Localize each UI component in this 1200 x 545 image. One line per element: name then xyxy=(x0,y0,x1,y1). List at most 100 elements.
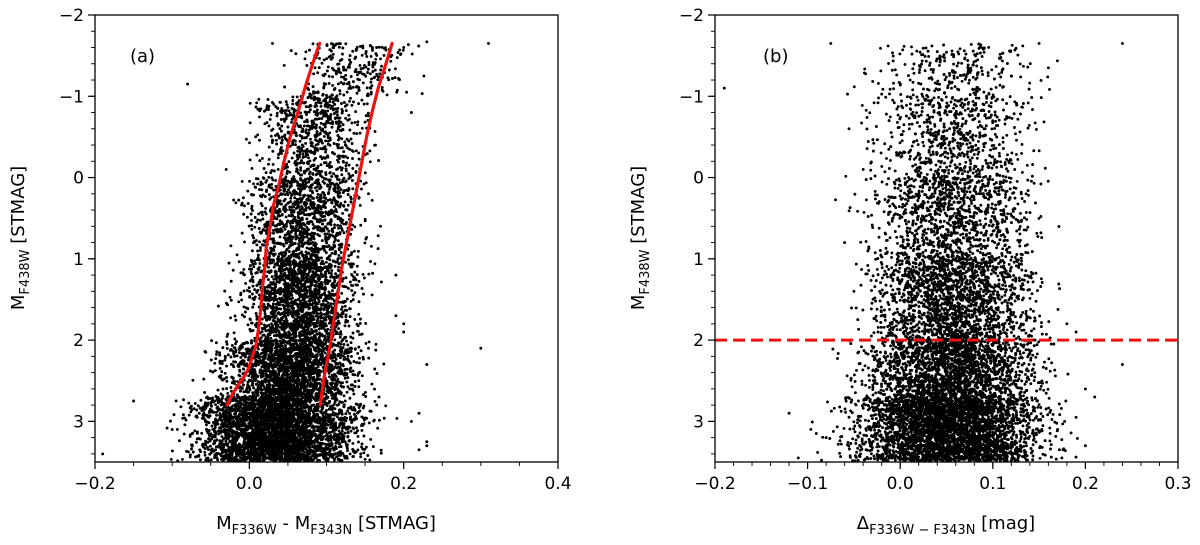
data-point xyxy=(248,295,252,298)
data-point xyxy=(330,233,334,237)
data-point xyxy=(251,275,255,279)
data-point xyxy=(339,245,343,249)
data-point xyxy=(325,69,329,73)
data-point xyxy=(323,181,326,185)
data-point xyxy=(350,103,354,107)
data-point xyxy=(229,355,233,359)
data-point xyxy=(332,88,336,92)
data-point xyxy=(258,115,261,119)
data-point xyxy=(318,382,322,385)
data-point xyxy=(341,154,345,158)
data-point xyxy=(280,212,284,216)
data-point xyxy=(339,314,343,318)
data-point xyxy=(290,275,294,279)
data-point xyxy=(308,48,311,52)
data-point xyxy=(363,171,367,175)
data-point xyxy=(226,303,230,307)
data-point xyxy=(266,296,270,300)
data-point xyxy=(320,117,324,120)
data-point xyxy=(319,111,323,115)
data-point xyxy=(358,203,362,207)
data-point xyxy=(355,132,359,136)
data-point xyxy=(370,293,374,297)
data-point xyxy=(319,196,323,200)
data-point xyxy=(251,280,255,284)
data-point xyxy=(342,231,346,235)
data-point xyxy=(263,339,267,343)
data-point xyxy=(383,46,387,50)
data-point xyxy=(312,91,316,95)
data-point xyxy=(356,329,360,333)
data-point xyxy=(318,334,322,338)
data-point xyxy=(290,120,293,124)
data-point xyxy=(237,351,241,355)
data-point xyxy=(284,251,288,255)
data-point xyxy=(298,268,301,272)
data-point xyxy=(344,208,348,212)
data-point xyxy=(269,113,273,117)
data-point xyxy=(303,259,307,263)
data-point xyxy=(257,258,261,262)
data-point xyxy=(291,235,295,239)
data-point xyxy=(315,253,319,257)
data-point xyxy=(327,244,331,248)
data-point xyxy=(283,111,287,115)
data-point xyxy=(292,113,296,117)
data-point xyxy=(296,327,300,331)
data-point xyxy=(330,175,334,178)
data-point xyxy=(322,199,326,203)
data-point xyxy=(231,268,235,272)
data-point xyxy=(368,86,372,90)
data-point xyxy=(306,325,310,329)
data-point xyxy=(315,185,319,189)
data-point xyxy=(322,195,326,199)
data-point xyxy=(336,134,340,137)
data-point xyxy=(327,254,331,258)
data-point xyxy=(342,189,346,193)
data-point xyxy=(352,392,356,396)
data-point xyxy=(293,196,297,200)
data-point xyxy=(267,185,271,188)
data-point xyxy=(289,181,293,184)
data-point xyxy=(344,68,348,72)
data-point xyxy=(313,212,316,216)
data-point xyxy=(225,364,228,368)
data-point xyxy=(338,335,342,339)
data-point xyxy=(254,135,258,139)
data-point xyxy=(367,192,370,196)
data-point xyxy=(387,68,391,72)
data-point xyxy=(354,149,358,153)
data-point xyxy=(308,213,312,217)
data-point xyxy=(334,393,337,397)
data-point xyxy=(353,276,357,280)
data-point xyxy=(291,99,295,102)
data-point xyxy=(225,342,229,346)
data-point xyxy=(342,66,346,70)
data-point xyxy=(321,211,325,215)
data-point xyxy=(351,383,354,387)
data-point xyxy=(253,225,257,229)
data-point xyxy=(258,240,261,244)
data-point xyxy=(345,161,348,165)
data-point xyxy=(279,220,282,224)
data-point xyxy=(326,65,330,69)
data-point xyxy=(329,182,333,186)
data-point xyxy=(248,264,252,268)
data-point xyxy=(358,356,361,360)
data-point xyxy=(340,226,344,230)
data-point xyxy=(271,327,275,331)
data-point xyxy=(288,290,292,293)
data-point xyxy=(265,188,269,192)
data-point xyxy=(364,321,368,325)
data-point xyxy=(338,89,342,93)
data-point xyxy=(319,155,323,159)
data-point xyxy=(286,105,290,109)
data-point xyxy=(272,265,276,269)
data-point xyxy=(255,284,259,287)
data-point xyxy=(322,244,326,248)
data-point xyxy=(333,264,337,268)
data-point xyxy=(283,290,287,294)
data-point xyxy=(307,299,311,303)
data-point xyxy=(345,320,349,324)
data-point xyxy=(300,222,304,226)
